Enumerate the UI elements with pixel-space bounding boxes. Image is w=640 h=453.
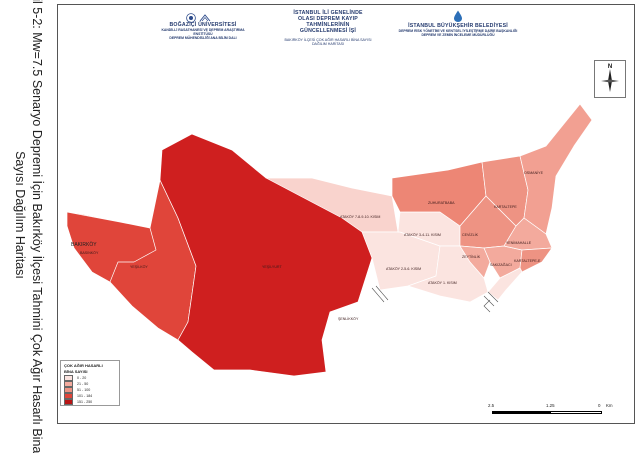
label-sakizagaci: SAKIZAĞACI xyxy=(490,262,512,267)
right-institution-sub2: DEPREM VE ZEMİN İNCELEME MÜDÜRLÜĞÜ xyxy=(421,33,495,37)
label-basinkoy: BASINKÖY xyxy=(80,251,99,255)
region-kartaltepe-east xyxy=(519,247,553,273)
label-senlikkoy: ŞENLİKKÖY xyxy=(338,316,359,321)
map-subtitle-line1: BAKIRKÖY İLÇESİ ÇOK AĞIR HASARLI BİNA SA… xyxy=(284,38,372,42)
region-atakoy-7 xyxy=(265,177,399,233)
scale-tick-0: 2.5 xyxy=(488,403,495,408)
legend-swatch xyxy=(64,381,73,387)
legend-swatch xyxy=(64,375,73,381)
label-osmaniye: OSMANİYE xyxy=(524,170,544,175)
scale-segment-1 xyxy=(492,411,550,414)
legend-row: 151 - 250 xyxy=(61,399,119,405)
left-institution-sub1: KANDİLLİ RASATHANESİ VE DEPREM ARAŞTIRMA… xyxy=(161,28,245,36)
legend-label: 51 - 100 xyxy=(77,388,91,392)
legend-row: 101 - 184 xyxy=(61,393,119,399)
legend-row: 0 - 20 xyxy=(61,375,119,381)
district-label: BAKIRKÖY xyxy=(71,241,97,248)
label-yesilyurt: YEŞİLYURT xyxy=(262,264,282,269)
legend-title-line1: ÇOK AĞIR HASARLI xyxy=(64,363,103,368)
ibb-logo-icon xyxy=(453,9,463,22)
region-yesilyurt xyxy=(159,133,373,377)
legend-swatch xyxy=(64,393,73,399)
label-kartaltepe-east: KARTALTEPE-E xyxy=(514,259,541,263)
project-title-line1: İSTANBUL İLİ GENELİNDE xyxy=(293,10,363,16)
region-osmaniye xyxy=(519,103,593,235)
label-yesilkoy: YEŞİLKÖY xyxy=(130,264,148,269)
map-subtitle-line2: DAĞILIM HARİTASI xyxy=(311,42,345,46)
choropleth-map: BAKIRKÖY BASINKÖY YEŞİLKÖY YEŞİLYURT ŞEN… xyxy=(66,103,593,377)
header-center: İSTANBUL İLİ GENELİNDE OLASI DEPREM KAYI… xyxy=(276,10,380,46)
scale-bar: 2.5 1.25 0 Km xyxy=(484,402,624,418)
right-institution-title: İSTANBUL BÜYÜKŞEHİR BELEDİYESİ xyxy=(408,23,508,29)
header-right: İSTANBUL BÜYÜKŞEHİR BELEDİYESİ DEPREM Rİ… xyxy=(396,23,520,37)
label-yenimahalle: YENİMAHALLE xyxy=(506,240,532,245)
bogazici-logo-icon xyxy=(186,10,196,23)
scale-tick-2: 0 xyxy=(598,403,601,408)
map-legend: ÇOK AĞIR HASARLI BİNA SAYISI 0 - 20 21 - … xyxy=(60,360,120,406)
legend-swatch xyxy=(64,399,73,405)
label-kartaltepe: KARTALTEPE xyxy=(494,205,517,209)
label-cevizlik: CEVİZLİK xyxy=(462,232,479,237)
legend-title-line2: BİNA SAYISI xyxy=(64,369,88,374)
label-zuhuratbaba: ZUHURATBABA xyxy=(428,201,455,205)
legend-label: 0 - 20 xyxy=(77,376,87,380)
label-atakoy-3: ATAKÖY 3-4-11. KISIM xyxy=(404,233,441,237)
label-atakoy-2: ATAKÖY 2-5-6. KISIM xyxy=(386,267,421,271)
legend-label: 151 - 250 xyxy=(77,400,93,404)
legend-label: 21 - 50 xyxy=(77,382,89,386)
north-arrow: N xyxy=(594,60,626,98)
label-atakoy-7: ATAKÖY 7-8-9-10. KISIM xyxy=(340,215,380,219)
legend-swatch xyxy=(64,387,73,393)
right-institution-sub1: DEPREM RİSK YÖNETİMİ VE KENTSEL İYİLEŞTİ… xyxy=(398,29,518,33)
project-title-line2: OLASI DEPREM KAYIP TAHMİNLERİNİN xyxy=(298,16,358,28)
left-institution-title: BOĞAZİÇİ ÜNİVERSİTESİ xyxy=(169,22,237,28)
region-zeytinlik xyxy=(459,245,491,279)
legend-row: 51 - 100 xyxy=(61,387,119,393)
legend-row: 21 - 50 xyxy=(61,381,119,387)
scale-tick-unit: Km xyxy=(606,403,613,408)
north-label: N xyxy=(608,64,612,70)
coastal-structures xyxy=(371,285,499,313)
scale-segment-2 xyxy=(550,411,602,414)
kandilli-logo-icon xyxy=(199,10,211,22)
scale-tick-1: 1.25 xyxy=(546,403,555,408)
project-title-line3: GÜNCELLENMESİ İŞİ xyxy=(299,28,357,34)
label-zeytinlik: ZEYTİNLİK xyxy=(462,254,481,259)
legend-label: 101 - 184 xyxy=(77,394,93,398)
header-left: BOĞAZİÇİ ÜNİVERSİTESİ KANDİLLİ RASATHANE… xyxy=(156,22,250,40)
compass-icon: N xyxy=(601,64,619,92)
left-institution-sub2: DEPREM MÜHENDİSLİĞİ ANA BİLİM DALI xyxy=(169,36,237,40)
label-atakoy-1: ATAKÖY 1. KISIM xyxy=(428,281,457,285)
